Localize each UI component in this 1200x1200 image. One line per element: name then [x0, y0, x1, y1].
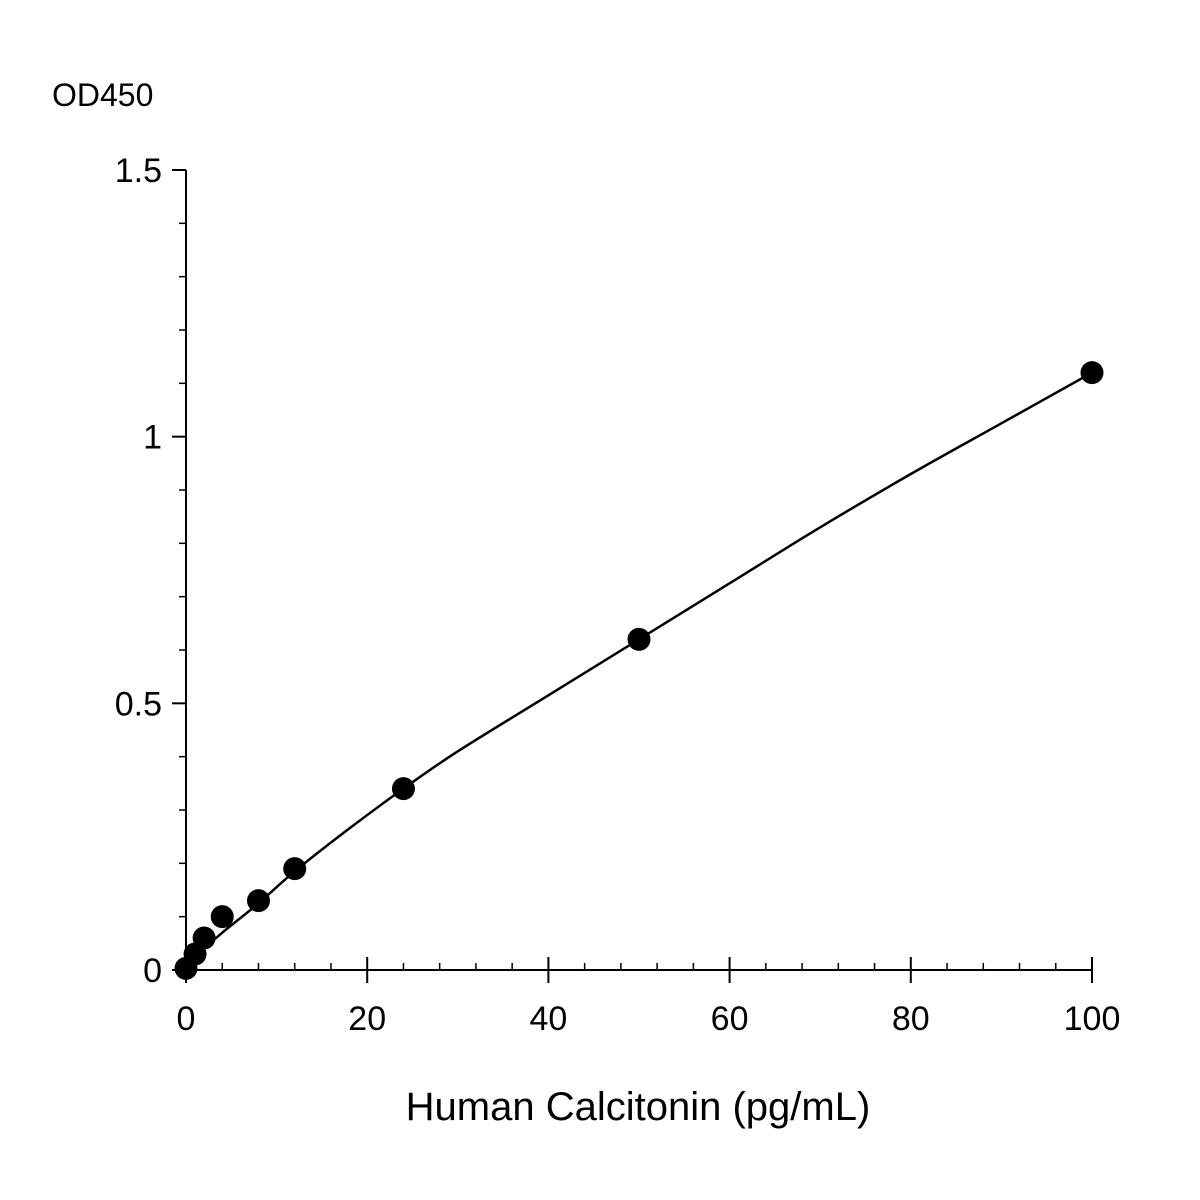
y-tick-label: 1: [143, 419, 162, 457]
data-point: [1080, 361, 1104, 385]
data-point: [391, 777, 415, 801]
data-points-layer: [174, 361, 1104, 980]
x-tick-label: 20: [348, 1000, 386, 1038]
x-axis-title: Human Calcitonin (pg/mL): [406, 1085, 871, 1129]
x-tick-label: 40: [529, 1000, 567, 1038]
x-tick-label: 100: [1064, 1000, 1121, 1038]
y-axis-title: OD450: [52, 77, 153, 113]
y-tick-label: 0.5: [115, 685, 162, 723]
y-tick-label: 0: [143, 952, 162, 990]
data-point: [246, 889, 270, 913]
x-tick-label: 0: [177, 1000, 196, 1038]
data-point: [627, 627, 651, 651]
x-tick-label: 80: [892, 1000, 930, 1038]
data-point: [283, 857, 307, 881]
fit-curve-layer: [185, 371, 1093, 970]
x-tick-label: 60: [711, 1000, 749, 1038]
y-tick-label: 1.5: [115, 152, 162, 190]
data-point: [192, 926, 216, 950]
data-point: [210, 905, 234, 929]
fit-curve: [185, 371, 1093, 970]
